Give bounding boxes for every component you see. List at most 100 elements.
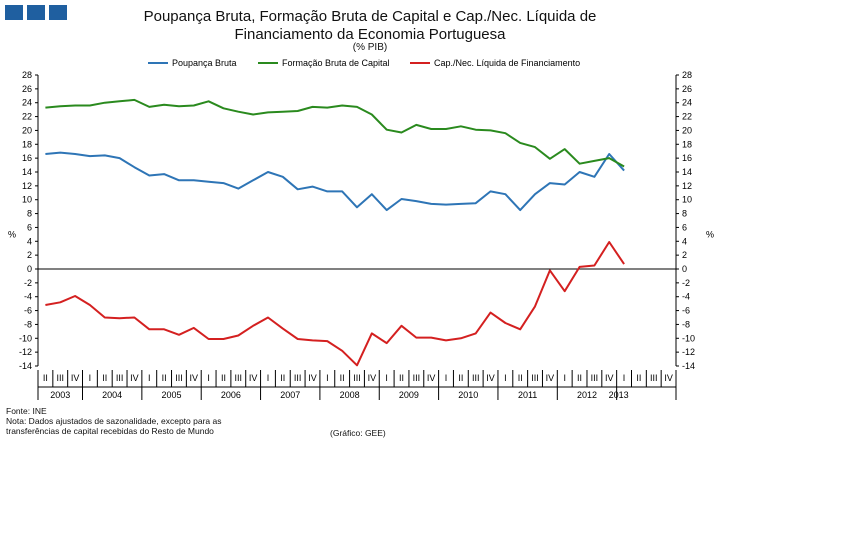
x-quarter-label: IV [546, 373, 555, 383]
x-quarter-label: III [294, 373, 302, 383]
series-line-2 [45, 98, 625, 168]
x-quarter-label: IV [130, 373, 139, 383]
x-quarter-label: I [563, 373, 566, 383]
x-quarter-label: IV [249, 373, 258, 383]
x-quarter-label: IV [486, 373, 495, 383]
x-quarter-label: II [458, 373, 463, 383]
y-tick-label-left: 6 [27, 222, 32, 232]
y-tick-label-right: 20 [682, 125, 692, 135]
x-quarter-label: II [399, 373, 404, 383]
x-quarter-label: I [623, 373, 626, 383]
x-quarter-label: IV [71, 373, 80, 383]
y-tick-label-left: -12 [19, 347, 32, 357]
x-year-label: 2003 [50, 390, 70, 400]
x-year-label: 2007 [280, 390, 300, 400]
y-tick-label-left: 4 [27, 236, 32, 246]
y-tick-label-right: 18 [682, 139, 692, 149]
legend-label-3: Cap./Nec. Líquida de Financiamento [434, 58, 580, 68]
y-tick-label-left: -4 [24, 292, 32, 302]
legend-label-2: Formação Bruta de Capital [282, 58, 390, 68]
y-tick-label-left: 20 [22, 125, 32, 135]
x-quarter-label: III [591, 373, 599, 383]
y-axis-label-right: % [706, 229, 714, 239]
x-quarter-label: II [102, 373, 107, 383]
x-year-label: 2008 [340, 390, 360, 400]
logo-square-3 [49, 5, 67, 20]
y-tick-label-right: 22 [682, 112, 692, 122]
x-quarter-label: III [353, 373, 361, 383]
logo-square-2 [27, 5, 45, 20]
x-quarter-label: IV [605, 373, 614, 383]
x-quarter-label: III [650, 373, 658, 383]
y-tick-label-right: -2 [682, 278, 690, 288]
y-tick-label-right: 12 [682, 181, 692, 191]
x-quarter-label: III [472, 373, 480, 383]
x-quarter-label: III [116, 373, 124, 383]
x-quarter-label: II [340, 373, 345, 383]
y-tick-label-left: -2 [24, 278, 32, 288]
y-tick-label-left: 14 [22, 167, 32, 177]
x-quarter-label: I [148, 373, 151, 383]
y-tick-label-left: 22 [22, 112, 32, 122]
y-tick-label-right: 8 [682, 209, 687, 219]
x-quarter-label: II [162, 373, 167, 383]
x-quarter-label: III [56, 373, 64, 383]
y-tick-label-right: 28 [682, 70, 692, 80]
x-year-label: 2010 [458, 390, 478, 400]
legend-label-1: Poupança Bruta [172, 58, 237, 68]
footnote-line2: transferências de capital recebidas do R… [6, 426, 214, 436]
x-quarter-label: III [235, 373, 243, 383]
x-quarter-label: I [385, 373, 388, 383]
y-tick-label-right: 16 [682, 153, 692, 163]
y-tick-label-right: -4 [682, 292, 690, 302]
x-quarter-label: III [413, 373, 421, 383]
y-tick-label-right: -14 [682, 361, 695, 371]
y-tick-label-left: -14 [19, 361, 32, 371]
series-line-1 [45, 151, 625, 212]
chart-legend: Poupança Bruta Formação Bruta de Capital C… [148, 58, 580, 68]
y-tick-label-right: 24 [682, 98, 692, 108]
y-tick-label-right: -6 [682, 306, 690, 316]
y-tick-label-right: 0 [682, 264, 687, 274]
logo-square-1 [5, 5, 23, 20]
x-quarter-label: IV [308, 373, 317, 383]
y-tick-label-left: 16 [22, 153, 32, 163]
x-year-label: 2006 [221, 390, 241, 400]
y-tick-label-left: 8 [27, 209, 32, 219]
x-quarter-label: III [175, 373, 183, 383]
x-year-label: 2005 [162, 390, 182, 400]
chart-axes: -14 -14-12 -12-10 -10-8 -8-6 -6-4 -4-2 -20 02 24 4… [8, 70, 714, 371]
x-quarter-label: I [504, 373, 507, 383]
y-tick-label-left: 28 [22, 70, 32, 80]
x-quarter-label: II [43, 373, 48, 383]
x-quarter-label: II [221, 373, 226, 383]
chart-subtitle: (% PIB) [352, 42, 388, 53]
y-tick-label-left: -8 [24, 319, 32, 329]
chart-credit: (Gráfico: GEE) [330, 428, 386, 438]
chart-series [45, 98, 625, 367]
x-quarter-label: I [445, 373, 448, 383]
chart-title: Poupança Bruta, Formação Bruta de Capita… [60, 8, 680, 44]
x-axis: II III IV I II III IV I II III IV I II III IV I II III IV I… [37, 370, 677, 400]
y-tick-label-left: 26 [22, 84, 32, 94]
chart-title-line1: Poupança Bruta, Formação Bruta de Capita… [143, 8, 597, 25]
y-tick-label-right: 2 [682, 250, 687, 260]
y-tick-label-left: 18 [22, 139, 32, 149]
x-quarter-label: IV [664, 373, 673, 383]
y-tick-label-left: 24 [22, 98, 32, 108]
y-tick-label-left: 0 [27, 264, 32, 274]
y-tick-label-left: -10 [19, 333, 32, 343]
x-quarter-label: II [636, 373, 641, 383]
y-tick-label-left: -6 [24, 306, 32, 316]
y-tick-label-left: 12 [22, 181, 32, 191]
y-tick-label-left: 10 [22, 195, 32, 205]
x-quarter-label: II [577, 373, 582, 383]
x-year-label: 2009 [399, 390, 419, 400]
y-tick-label-left: 2 [27, 250, 32, 260]
y-axis-label-left: % [8, 229, 16, 239]
logo [5, 5, 67, 20]
x-quarter-label: III [531, 373, 539, 383]
footnote-line1: Nota: Dados ajustados de sazonalidade, e… [6, 416, 222, 426]
x-quarter-label: IV [427, 373, 436, 383]
